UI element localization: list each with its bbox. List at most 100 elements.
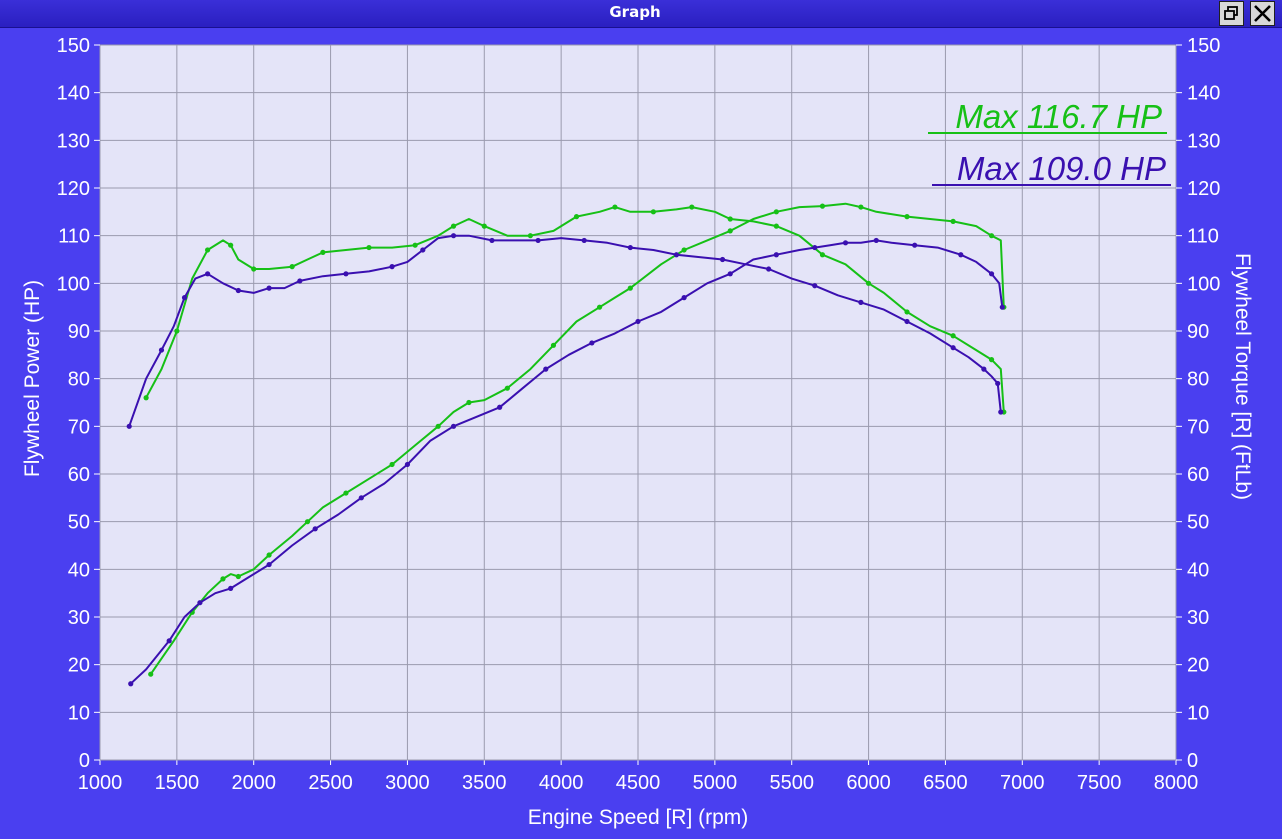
max-label-purple: Max 109.0 HP <box>957 150 1166 187</box>
y-tick-label-right: 140 <box>1187 83 1220 105</box>
data-point <box>450 233 457 239</box>
data-point <box>904 309 910 315</box>
data-point <box>912 242 918 248</box>
data-point <box>681 295 687 301</box>
y-tick-label-right: 20 <box>1187 655 1209 677</box>
data-point <box>412 242 418 248</box>
data-point <box>312 526 318 532</box>
data-point <box>143 395 149 401</box>
y-tick-label-right: 100 <box>1187 273 1220 295</box>
data-point <box>128 681 134 687</box>
data-point <box>126 423 132 429</box>
data-point <box>988 271 995 277</box>
data-point <box>266 552 272 558</box>
data-point <box>181 295 188 301</box>
y-tick-label-left: 150 <box>57 35 90 57</box>
data-point <box>681 247 687 253</box>
data-series <box>126 202 1007 687</box>
y-tick-label-right: 130 <box>1187 130 1220 152</box>
data-point <box>958 252 964 258</box>
restore-button[interactable] <box>1219 1 1244 26</box>
data-point <box>205 247 211 253</box>
close-button[interactable] <box>1250 1 1275 26</box>
x-tick-label: 5500 <box>769 772 814 794</box>
data-point <box>251 266 257 272</box>
x-tick-label: 6500 <box>923 772 968 794</box>
data-point <box>228 585 234 592</box>
y-tick-label-right: 50 <box>1187 512 1209 534</box>
x-tick-label: 4000 <box>539 772 584 794</box>
grid <box>94 44 1182 765</box>
data-point <box>842 240 849 246</box>
data-point <box>998 409 1004 415</box>
data-point <box>235 287 241 294</box>
tick-labels: 1000 1500 2000 2500 3000 3500 4000 4500 5000 5500… <box>57 35 1221 794</box>
data-point <box>573 214 580 220</box>
data-point <box>596 304 603 310</box>
data-point <box>466 399 472 406</box>
data-point <box>812 283 818 289</box>
y-tick-label-left: 20 <box>68 655 90 677</box>
y-tick-label-left: 130 <box>57 130 90 152</box>
y-tick-label-left: 120 <box>57 178 90 200</box>
data-point <box>858 299 864 305</box>
data-point <box>950 218 956 224</box>
y-tick-label-right: 70 <box>1187 416 1209 438</box>
y-tick-label-left: 90 <box>68 321 90 343</box>
data-point <box>627 285 633 291</box>
data-point <box>873 237 879 244</box>
x-tick-label: 1000 <box>78 772 123 794</box>
data-point <box>320 249 326 255</box>
y-tick-label-left: 110 <box>58 226 90 248</box>
data-point <box>589 340 595 346</box>
data-point <box>904 318 910 325</box>
y-tick-label-left: 50 <box>68 512 90 534</box>
data-point <box>535 237 541 244</box>
max-label-green: Max 116.7 HP <box>955 98 1162 135</box>
data-point <box>650 209 656 215</box>
data-point <box>289 264 295 270</box>
data-point <box>819 203 826 209</box>
y-tick-label-left: 40 <box>68 559 90 581</box>
data-point <box>727 228 733 234</box>
data-point <box>981 366 987 372</box>
data-point <box>481 223 487 229</box>
data-point <box>166 638 172 644</box>
y-tick-label-right: 10 <box>1187 702 1209 724</box>
data-point <box>504 385 510 391</box>
data-point <box>612 204 618 210</box>
data-point <box>719 256 726 263</box>
data-point <box>635 318 641 325</box>
x-tick-label: 4500 <box>616 772 661 794</box>
data-point <box>543 366 549 372</box>
data-point <box>773 252 779 258</box>
y-tick-label-right: 60 <box>1187 464 1209 486</box>
y-tick-label-right: 110 <box>1187 226 1219 248</box>
data-point <box>689 204 695 210</box>
data-point <box>450 223 457 229</box>
data-point <box>950 333 956 339</box>
x-tick-label: 6000 <box>846 772 891 794</box>
y-axis-title-left: Flywheel Power (HP) <box>21 280 44 477</box>
data-point <box>404 461 411 468</box>
data-point <box>497 404 503 410</box>
data-point <box>266 285 272 291</box>
title-bar[interactable]: Graph <box>0 0 1282 28</box>
data-point <box>358 495 364 501</box>
series-line-4 <box>128 234 1002 427</box>
y-tick-label-left: 70 <box>68 416 90 438</box>
y-tick-label-left: 30 <box>68 607 90 629</box>
data-point <box>904 214 910 220</box>
y-tick-label-left: 140 <box>57 83 90 105</box>
x-tick-label: 8000 <box>1154 772 1199 794</box>
data-point <box>304 519 311 525</box>
restore-icon <box>1224 6 1238 20</box>
data-point <box>988 357 995 363</box>
chart: 1000 1500 2000 2500 3000 3500 4000 4500 5000 5500… <box>21 35 1254 829</box>
data-point <box>366 244 372 251</box>
data-point <box>950 345 956 351</box>
data-point <box>673 252 680 258</box>
data-point <box>727 216 733 222</box>
data-point <box>343 490 349 496</box>
